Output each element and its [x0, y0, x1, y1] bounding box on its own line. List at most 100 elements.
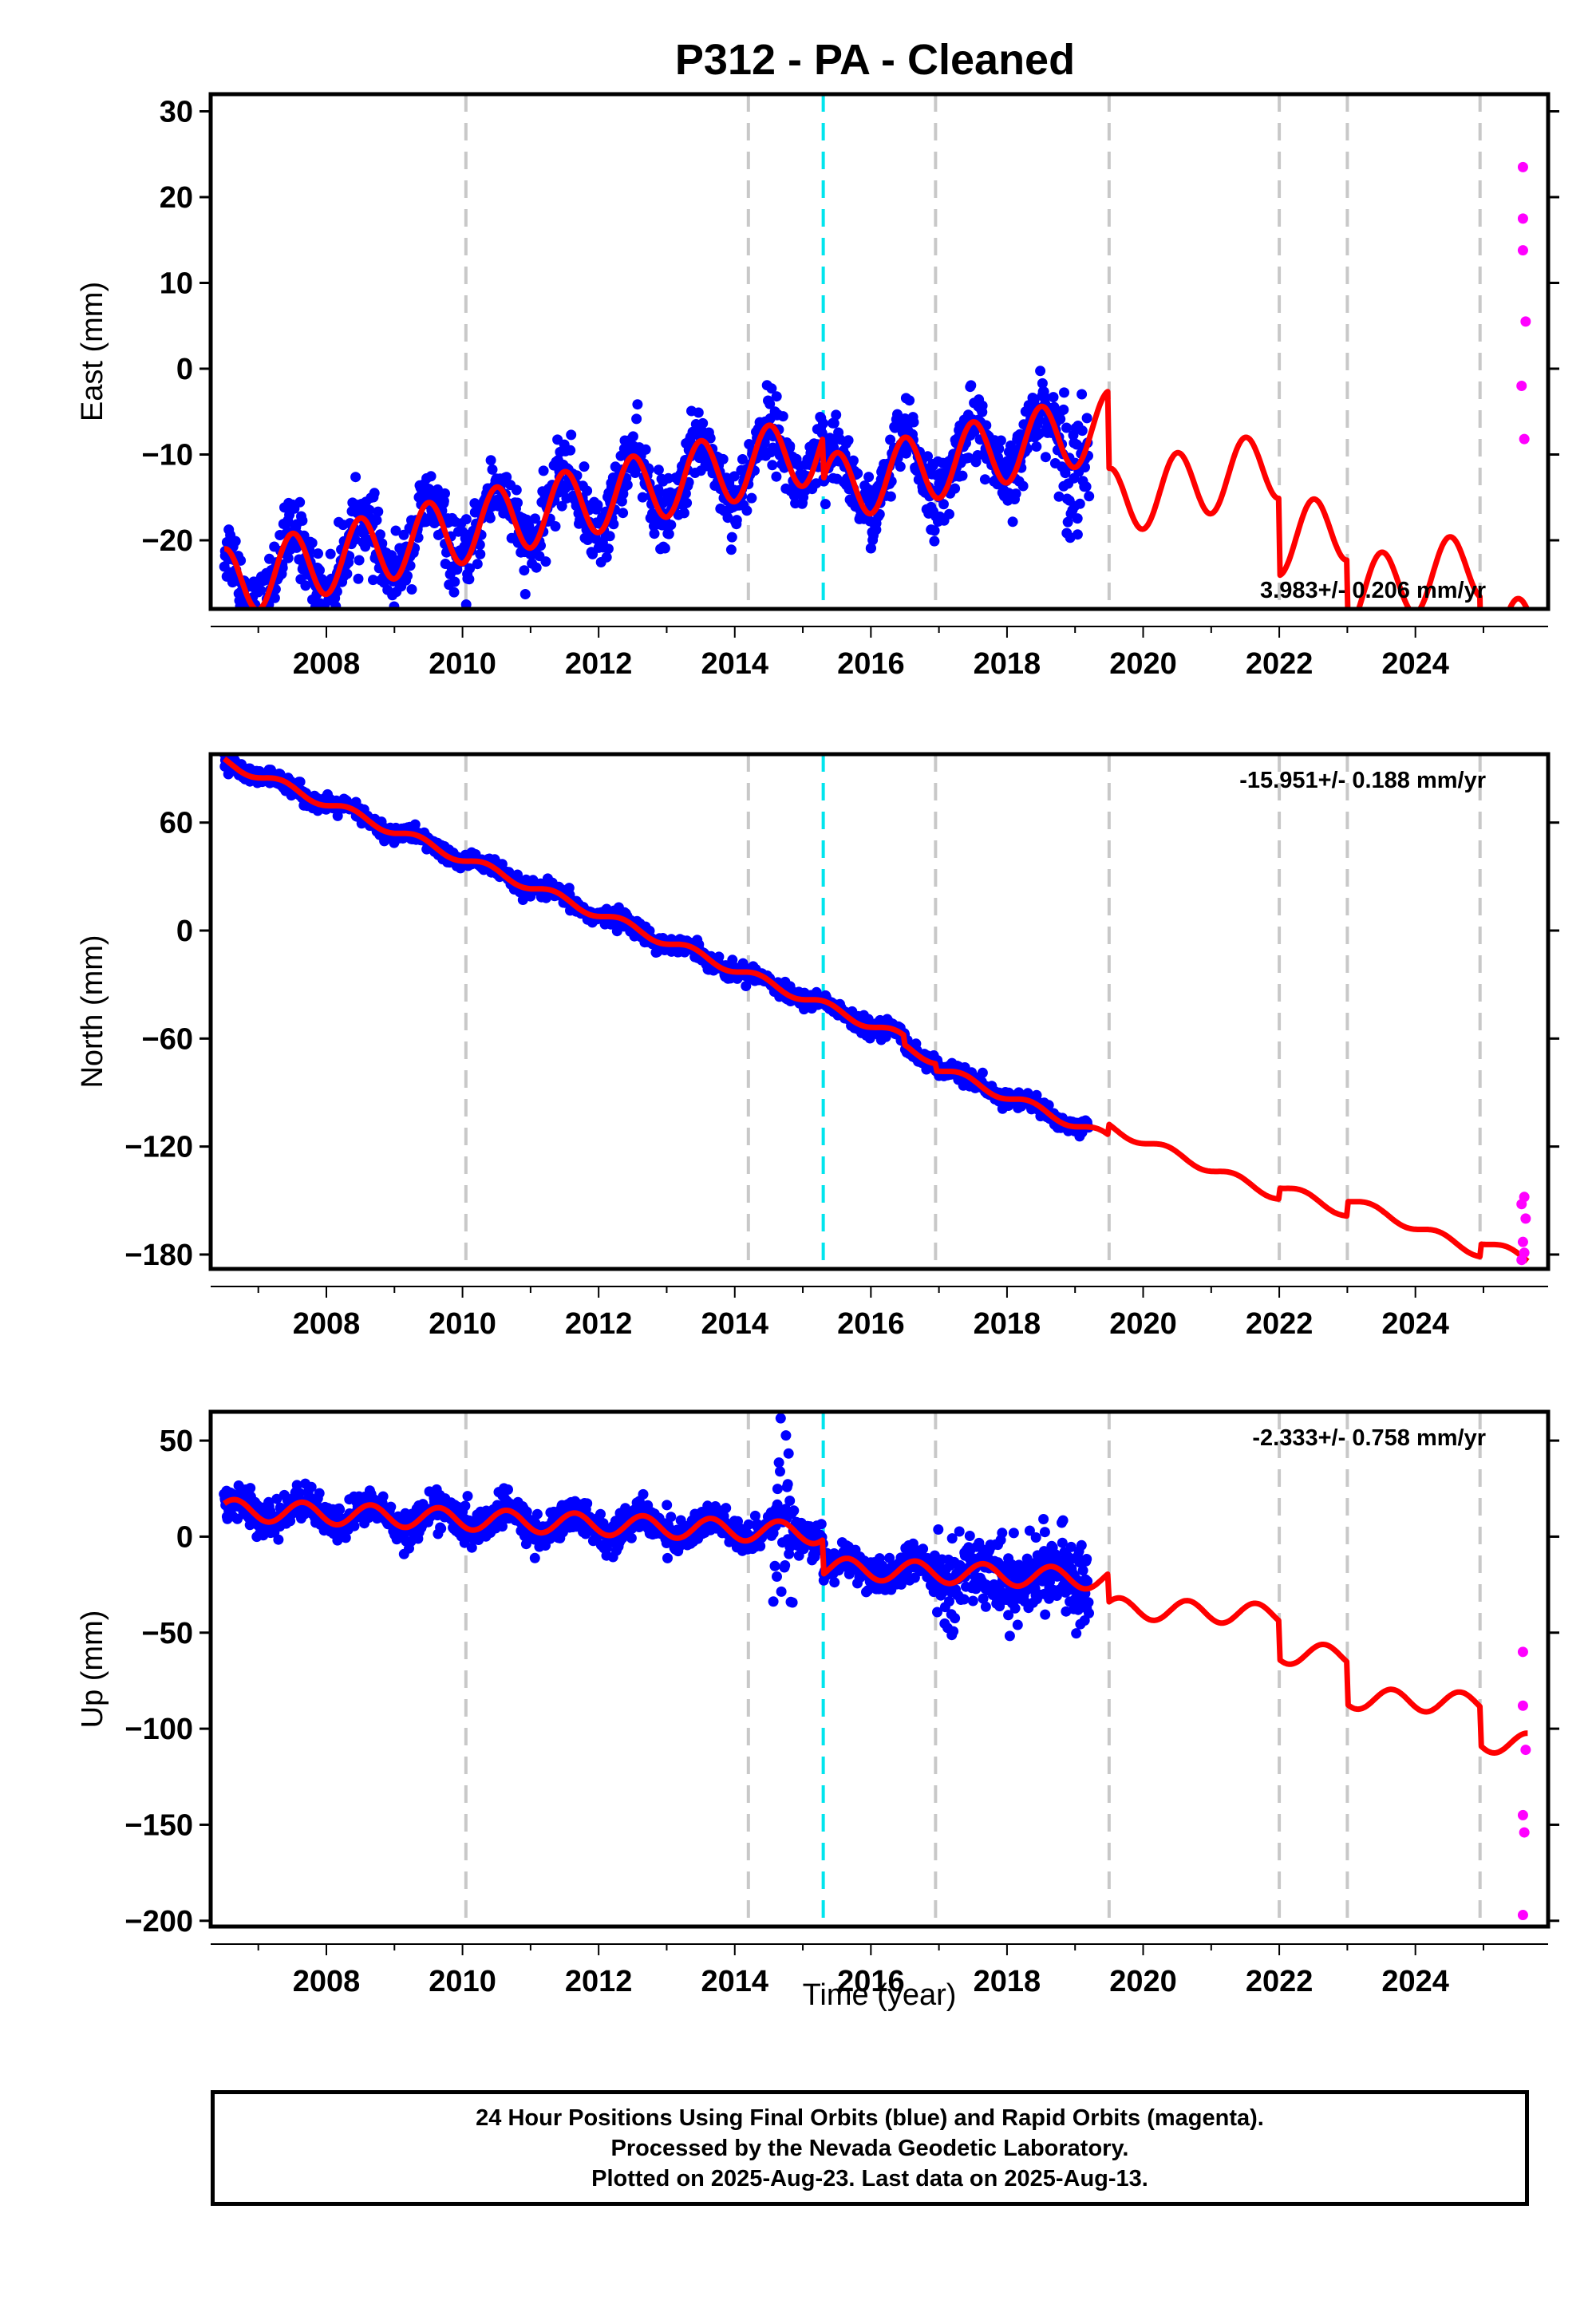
data-point [1060, 468, 1071, 479]
data-point [1072, 513, 1083, 524]
data-point [820, 499, 831, 510]
data-point [662, 1552, 673, 1563]
data-point [764, 398, 776, 409]
data-point [402, 571, 413, 582]
data-point [967, 1595, 978, 1607]
plot-frame [208, 752, 1551, 1271]
data-point [1061, 422, 1072, 433]
data-point [1031, 441, 1042, 452]
data-point [306, 537, 318, 548]
data-point [448, 587, 460, 598]
model-fit-line [222, 756, 1530, 1263]
data-point [866, 543, 876, 554]
rapid-orbit-point [1520, 1213, 1531, 1224]
y-tick-label: −120 [124, 1131, 193, 1164]
data-point [294, 777, 306, 788]
data-point [245, 1483, 256, 1494]
data-point [994, 443, 1005, 454]
data-point [981, 420, 992, 431]
data-point [1048, 392, 1059, 403]
data-point [349, 1520, 360, 1531]
data-point [649, 528, 660, 539]
y-tick-label: −200 [124, 1905, 193, 1939]
data-point [472, 559, 483, 570]
data-point [773, 1457, 784, 1468]
data-point [978, 1593, 989, 1604]
panel-up: 2008 2010 2012 2014 2016 2018 2020 2022 2024−200… [76, 1409, 1559, 2012]
plot-frame [208, 92, 1551, 611]
x-tick-label: 2016 [837, 647, 905, 681]
data-point [325, 548, 336, 559]
data-point [772, 1484, 783, 1495]
data-point [1008, 1528, 1019, 1539]
rapid-orbit-point [1516, 1255, 1527, 1266]
data-point [908, 417, 919, 428]
x-tick-label: 2014 [701, 647, 768, 681]
model-fit-line [223, 1496, 1530, 1756]
data-point [1040, 452, 1051, 463]
data-point [291, 1480, 302, 1491]
data-point [995, 435, 1006, 446]
data-point [393, 611, 404, 622]
data-point [297, 515, 308, 526]
data-point [929, 525, 940, 536]
y-tick-label: 0 [176, 353, 193, 386]
data-point [425, 471, 437, 482]
data-point [1044, 1593, 1055, 1604]
data-point [626, 1532, 637, 1543]
x-tick-label: 2018 [974, 1307, 1041, 1341]
data-point [340, 1532, 351, 1543]
x-tick-label: 2020 [1109, 647, 1177, 681]
data-point [1034, 415, 1045, 426]
y-axis-label: North (mm) [76, 935, 109, 1088]
y-tick-label: −50 [142, 1617, 193, 1650]
data-point [255, 630, 265, 641]
data-point [831, 409, 842, 421]
data-point [300, 580, 311, 591]
data-point [601, 551, 612, 563]
data-point [342, 568, 353, 579]
x-tick-label: 2020 [1109, 1965, 1177, 1998]
footer-line-1: 24 Hour Positions Using Final Orbits (bl… [476, 2105, 1264, 2131]
data-point [777, 411, 788, 422]
data-point [269, 592, 280, 603]
data-point [371, 515, 382, 526]
velocity-rate-label: -15.951+/- 0.188 mm/yr [1239, 768, 1486, 793]
data-point [464, 574, 475, 585]
data-point [970, 1583, 982, 1595]
x-tick-label: 2014 [701, 1307, 768, 1341]
data-point [604, 531, 615, 542]
data-point [731, 515, 742, 526]
data-point [497, 1521, 508, 1532]
data-point [938, 499, 949, 510]
data-point [885, 491, 896, 502]
data-point [232, 1513, 243, 1524]
data-point [1071, 1628, 1082, 1639]
data-point [460, 1500, 471, 1512]
data-point [637, 492, 648, 503]
data-point [755, 1540, 766, 1551]
data-point [460, 599, 472, 609]
data-point [746, 492, 757, 504]
data-point [693, 407, 704, 418]
data-point [230, 536, 241, 547]
chart-title: P312 - PA - Cleaned [674, 36, 1076, 84]
data-point [523, 520, 535, 532]
data-point [1035, 366, 1046, 377]
data-point [406, 584, 417, 595]
data-point [828, 417, 839, 429]
data-point [484, 512, 496, 524]
data-point [1040, 1609, 1051, 1620]
data-point [373, 506, 384, 517]
data-point [784, 1496, 796, 1506]
data-point [1003, 1610, 1014, 1621]
data-point [1004, 1630, 1015, 1642]
data-point [460, 514, 472, 525]
data-point [1076, 1539, 1087, 1551]
rapid-orbit-point [1517, 1700, 1528, 1711]
data-point [948, 1626, 959, 1637]
data-point [364, 504, 375, 516]
data-point [933, 1524, 944, 1535]
data-point [1030, 1532, 1041, 1543]
